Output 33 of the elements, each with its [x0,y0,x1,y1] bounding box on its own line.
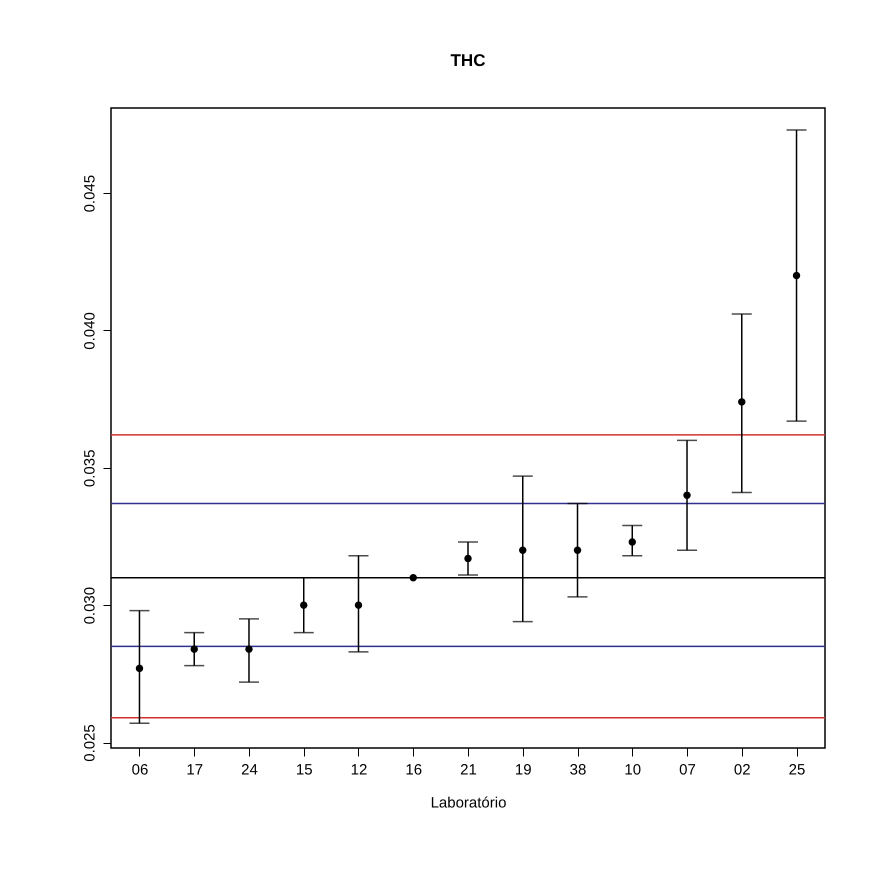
y-tick-label: 0.045 [82,174,98,212]
x-axis-title: Laboratório [430,794,506,812]
point [464,554,472,562]
point [628,538,636,546]
x-tick-label: 10 [624,762,642,778]
chart-title: THC [450,51,486,70]
x-tick-label: 17 [186,762,204,778]
x-tick-label: 07 [679,762,696,778]
y-tick-label: 0.035 [82,450,98,488]
point [519,546,526,554]
y-tick-label: 0.040 [82,312,98,350]
point [410,574,417,582]
x-tick-label: 21 [460,762,477,778]
point [190,645,198,653]
point [574,546,582,554]
x-tick-label: 15 [296,762,313,778]
x-tick-label: 02 [734,762,751,778]
y-tick-label: 0.025 [82,724,98,762]
point [136,664,144,672]
point [738,398,746,406]
x-tick-label: 12 [350,762,368,778]
x-tick-label: 06 [132,762,148,778]
point [683,492,691,499]
y-tick-label: 0.030 [82,586,98,624]
x-tick-label: 19 [514,762,532,778]
x-tick-label: 38 [570,762,586,778]
x-tick-label: 24 [241,762,258,778]
x-tick-label: 25 [788,762,806,778]
point [300,601,308,609]
point [245,645,253,653]
point [354,601,362,609]
point [792,272,800,280]
x-tick-label: 16 [405,762,422,778]
